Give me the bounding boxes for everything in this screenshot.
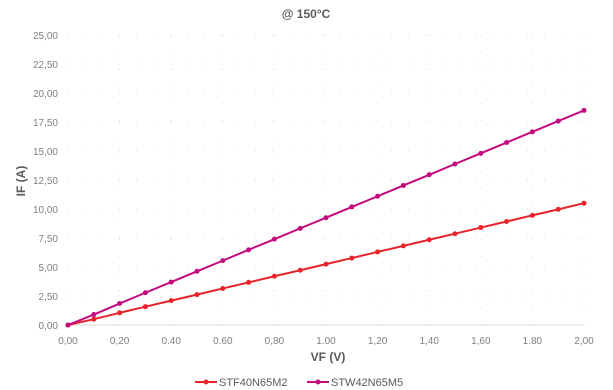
- legend-swatch-marker: [204, 380, 209, 385]
- data-point: [169, 298, 174, 303]
- legend-item-stw42n65m5: STW42N65M5: [307, 377, 403, 389]
- data-point: [246, 247, 251, 252]
- y-tick-label: 5,00: [39, 263, 59, 274]
- x-tick-label: 1,60: [471, 336, 491, 347]
- x-tick-label: 0.40: [161, 336, 181, 347]
- data-point: [375, 194, 380, 199]
- data-point: [246, 280, 251, 285]
- y-tick-label: 20,00: [33, 89, 58, 100]
- data-point: [66, 323, 71, 328]
- data-point: [349, 204, 354, 209]
- y-tick-label: 2,50: [39, 292, 59, 303]
- data-point: [117, 310, 122, 315]
- data-point: [504, 219, 509, 224]
- data-point: [143, 290, 148, 295]
- data-point: [401, 183, 406, 188]
- data-point: [478, 225, 483, 230]
- data-point: [298, 268, 303, 273]
- x-tick-label: 2,00: [574, 336, 594, 347]
- y-tick-label: 25,00: [33, 31, 58, 42]
- x-tick-label: 0,80: [265, 336, 285, 347]
- data-point: [453, 231, 458, 236]
- series-stw42n65m5: [66, 108, 587, 328]
- chart-title: @ 150°C: [282, 7, 331, 21]
- data-point: [324, 262, 329, 267]
- y-tick-label: 12,50: [33, 176, 58, 187]
- data-point: [530, 213, 535, 218]
- legend-item-stf40n65m2: STF40N65M2: [195, 377, 287, 389]
- data-point: [195, 292, 200, 297]
- data-point: [401, 243, 406, 248]
- data-point: [427, 237, 432, 242]
- y-axis-ticks: 0,00 2,50 5,00 7,50 10,00 12,50 15,00 17,50 20,0…: [33, 31, 58, 332]
- x-axis-ticks: 0,00 0,20 0.40 0.60 0,80 1.00 1,20 1,40 1,60 1.80…: [58, 336, 594, 347]
- data-point: [91, 312, 96, 317]
- legend-label-stw42n65m5: STW42N65M5: [331, 377, 403, 389]
- legend-label-stf40n65m2: STF40N65M2: [219, 377, 287, 389]
- y-tick-label: 7,50: [39, 234, 59, 245]
- data-point: [582, 201, 587, 206]
- y-tick-label: 10,00: [33, 205, 58, 216]
- data-point: [453, 161, 458, 166]
- data-point: [220, 258, 225, 263]
- data-point: [530, 129, 535, 134]
- data-point: [272, 274, 277, 279]
- x-tick-label: 0.60: [213, 336, 233, 347]
- x-tick-label: 1,40: [419, 336, 439, 347]
- series-group: [66, 108, 587, 328]
- y-tick-label: 22,50: [33, 60, 58, 71]
- legend: STF40N65M2 STW42N65M5: [195, 377, 403, 389]
- data-point: [195, 269, 200, 274]
- data-point: [169, 280, 174, 285]
- x-tick-label: 1,20: [368, 336, 388, 347]
- y-tick-label: 17,50: [33, 118, 58, 129]
- x-tick-label: 0,00: [58, 336, 78, 347]
- data-point: [504, 140, 509, 145]
- x-axis-title: VF (V): [311, 350, 346, 364]
- data-point: [478, 151, 483, 156]
- data-point: [427, 172, 432, 177]
- grid: [68, 35, 584, 325]
- data-point: [582, 108, 587, 113]
- data-point: [91, 317, 96, 322]
- legend-swatch-marker: [316, 380, 321, 385]
- data-point: [556, 119, 561, 124]
- y-tick-label: 0,00: [39, 321, 59, 332]
- x-tick-label: 0,20: [110, 336, 130, 347]
- y-axis-title: IF (A): [14, 166, 28, 197]
- data-point: [556, 207, 561, 212]
- data-point: [349, 256, 354, 261]
- data-point: [117, 301, 122, 306]
- data-point: [324, 215, 329, 220]
- data-point: [143, 304, 148, 309]
- data-point: [272, 237, 277, 242]
- data-point: [298, 226, 303, 231]
- data-point: [375, 249, 380, 254]
- x-tick-label: 1.00: [316, 336, 336, 347]
- data-point: [220, 286, 225, 291]
- x-tick-label: 1.80: [523, 336, 543, 347]
- y-tick-label: 15,00: [33, 147, 58, 158]
